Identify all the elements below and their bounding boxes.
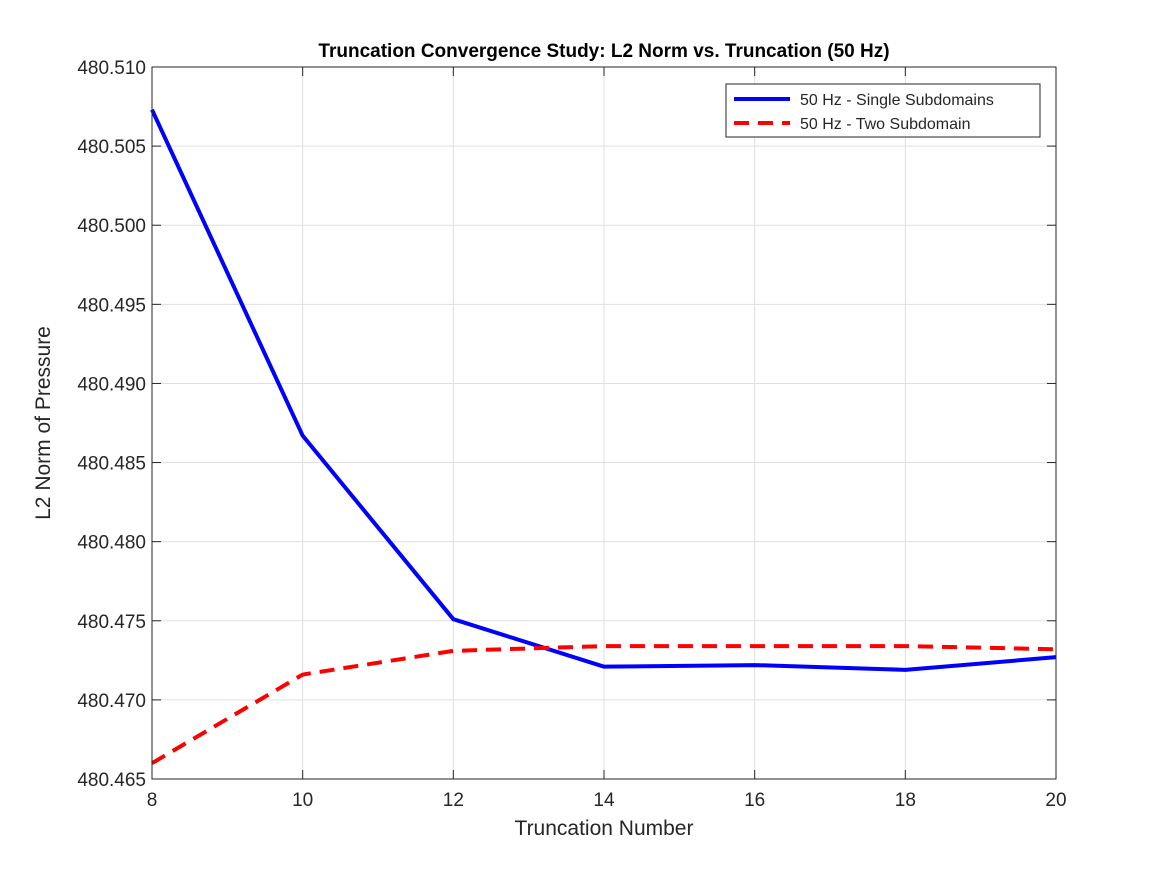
y-tick-label: 480.505 xyxy=(77,137,146,158)
x-tick-label: 14 xyxy=(593,790,615,811)
y-tick-label: 480.465 xyxy=(77,770,146,791)
y-tick-label: 480.490 xyxy=(77,374,146,395)
x-tick-label: 12 xyxy=(443,790,464,811)
y-axis-label: L2 Norm of Pressure xyxy=(32,326,55,520)
x-tick-label: 10 xyxy=(292,790,313,811)
chart-title: Truncation Convergence Study: L2 Norm vs… xyxy=(318,41,889,62)
legend-label-two: 50 Hz - Two Subdomain xyxy=(800,116,970,133)
grid-lines xyxy=(152,67,1056,779)
legend: 50 Hz - Single Subdomains 50 Hz - Two Su… xyxy=(726,84,1040,137)
y-tick-label: 480.480 xyxy=(77,533,146,554)
axis-ticks: 8 10 12 14 16 18 20 480.465 480.470 480.475 480.48… xyxy=(77,58,1066,811)
x-tick-label: 18 xyxy=(895,790,916,811)
y-tick-label: 480.500 xyxy=(77,216,146,237)
y-tick-label: 480.470 xyxy=(77,691,146,712)
legend-label-single: 50 Hz - Single Subdomains xyxy=(800,92,994,109)
x-tick-label: 8 xyxy=(147,790,158,811)
x-tick-label: 16 xyxy=(744,790,765,811)
y-tick-label: 480.495 xyxy=(77,295,146,316)
y-tick-label: 480.485 xyxy=(77,454,146,475)
x-tick-label: 20 xyxy=(1045,790,1066,811)
y-tick-label: 480.510 xyxy=(77,58,146,79)
x-axis-label: Truncation Number xyxy=(515,817,694,840)
y-tick-label: 480.475 xyxy=(77,612,146,633)
